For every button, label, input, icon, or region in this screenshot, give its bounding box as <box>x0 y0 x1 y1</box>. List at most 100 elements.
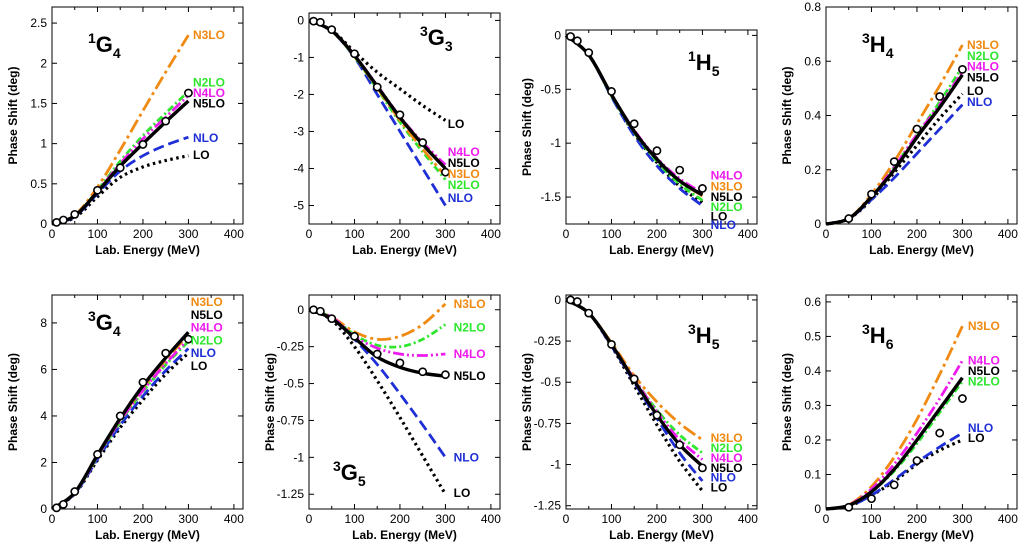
data-point <box>372 349 382 359</box>
x-tick-label: 300 <box>692 227 712 241</box>
y-tick-label: -3 <box>293 124 304 138</box>
y-tick-label: -0.5 <box>540 82 561 96</box>
panel-title-main: G <box>341 460 358 485</box>
x-tick-label: 400 <box>998 512 1018 526</box>
panel-title: 3H4 <box>862 30 894 61</box>
y-tick-label: 0.6 <box>804 295 821 309</box>
panel-title-sub: 5 <box>712 336 720 352</box>
data-point <box>958 64 967 74</box>
y-tick-label: -0.75 <box>277 413 305 427</box>
legend-label-lo: LO <box>193 148 210 162</box>
x-tick-label: 400 <box>481 512 501 526</box>
y-tick-label: -0.5 <box>540 375 561 389</box>
x-tick-label: 200 <box>133 512 153 526</box>
y-axis-label: Phase Shift (deg) <box>263 353 277 451</box>
y-tick-label: 0 <box>40 502 47 516</box>
x-tick-label: 0 <box>563 512 570 526</box>
data-point <box>418 138 428 147</box>
panel-title-sub: 4 <box>113 323 121 339</box>
legend-label-n5lo: N5LO <box>193 96 225 110</box>
data-point <box>58 499 68 509</box>
series-line-lo <box>565 298 704 492</box>
data-point <box>566 32 575 41</box>
data-point <box>327 314 337 324</box>
panel-title: 3H5 <box>688 321 720 352</box>
legend-label-nlo: NLO <box>448 191 473 205</box>
x-tick-label: 400 <box>738 227 758 241</box>
x-axis-label: Lab. Energy (MeV) <box>95 528 200 542</box>
data-point <box>844 502 854 512</box>
plot-frame <box>308 12 501 225</box>
y-tick-label: 1.5 <box>30 96 47 110</box>
y-tick-label: -1.25 <box>534 499 562 513</box>
plot-frame <box>565 294 758 510</box>
x-tick-label: 200 <box>390 227 410 241</box>
y-axis-label: Phase Shift (deg) <box>520 78 534 176</box>
y-tick-label: -0.75 <box>534 416 562 430</box>
data-point <box>912 456 922 466</box>
panel-title-sub: 4 <box>886 45 894 61</box>
data-point <box>93 185 102 195</box>
series-line-lo <box>825 438 964 511</box>
data-point <box>698 184 707 193</box>
data-point <box>889 480 899 490</box>
panel-title: 1G4 <box>88 30 121 61</box>
legend-label-lo: LO <box>448 117 465 131</box>
data-point <box>441 370 450 380</box>
series-line-nlo <box>565 298 704 482</box>
panel-title-sub: 3 <box>445 38 453 54</box>
panel-3H5: 0 100 200 300 400 0 -0.25 -0.5 -0.75 -1 -1.25 Lab. … <box>520 293 758 542</box>
series-line-n3lo <box>825 325 964 511</box>
legend-label-n2lo: N2LO <box>454 320 486 334</box>
plot-frame <box>825 294 1018 510</box>
legend-label-n4lo: N4LO <box>711 169 743 183</box>
y-tick-label: -1 <box>293 50 304 64</box>
legend-label-n2lo: N2LO <box>968 374 1000 388</box>
legend-label-nlo: NLO <box>191 346 216 360</box>
series-line-lo <box>51 154 189 226</box>
legend-label-lo: LO <box>191 359 208 373</box>
legend-label-n4lo: N4LO <box>967 60 999 74</box>
data-point <box>607 87 616 96</box>
legend-label-lo: LO <box>968 431 985 445</box>
series-line-lo <box>564 34 704 204</box>
panel-title-main: H <box>870 323 886 348</box>
y-tick-label: 0.6 <box>804 54 821 68</box>
series-line-nlo <box>308 19 447 207</box>
y-tick-label: 0.5 <box>804 329 821 343</box>
panel-title-sup: 3 <box>420 23 428 39</box>
x-tick-label: 400 <box>224 512 244 526</box>
x-tick-label: 0 <box>823 227 830 241</box>
y-tick-label: -4 <box>293 161 304 175</box>
panel-title-sup: 3 <box>862 30 870 46</box>
y-tick-label: 0 <box>554 293 561 307</box>
series-line-nlo <box>51 347 190 511</box>
series-line-n3lo <box>565 298 704 442</box>
y-tick-label: -0.5 <box>283 377 304 391</box>
y-tick-label: 2 <box>40 455 47 469</box>
y-tick-label: 8 <box>40 316 47 330</box>
data-point <box>935 428 945 438</box>
data-point <box>441 167 450 177</box>
y-tick-label: 0.4 <box>804 364 821 378</box>
x-tick-label: 300 <box>178 227 198 241</box>
data-point <box>309 305 318 315</box>
data-point <box>629 119 639 129</box>
data-point <box>315 17 325 27</box>
series-line-lo <box>51 352 190 511</box>
data-point <box>184 334 193 344</box>
panel-title-sup: 3 <box>88 308 96 324</box>
y-tick-label: 2 <box>40 56 47 70</box>
y-axis-label: Phase Shift (deg) <box>6 66 20 164</box>
data-point <box>138 377 148 387</box>
data-point <box>327 25 337 35</box>
x-tick-label: 200 <box>133 227 153 241</box>
x-axis-label: Lab. Energy (MeV) <box>609 243 714 257</box>
data-point <box>584 48 594 58</box>
y-tick-label: -0.25 <box>277 340 305 354</box>
data-point <box>115 411 125 421</box>
data-point <box>572 297 582 306</box>
legend-label-n4lo: N4LO <box>968 354 1000 368</box>
data-point <box>912 124 922 134</box>
data-point <box>652 410 662 420</box>
